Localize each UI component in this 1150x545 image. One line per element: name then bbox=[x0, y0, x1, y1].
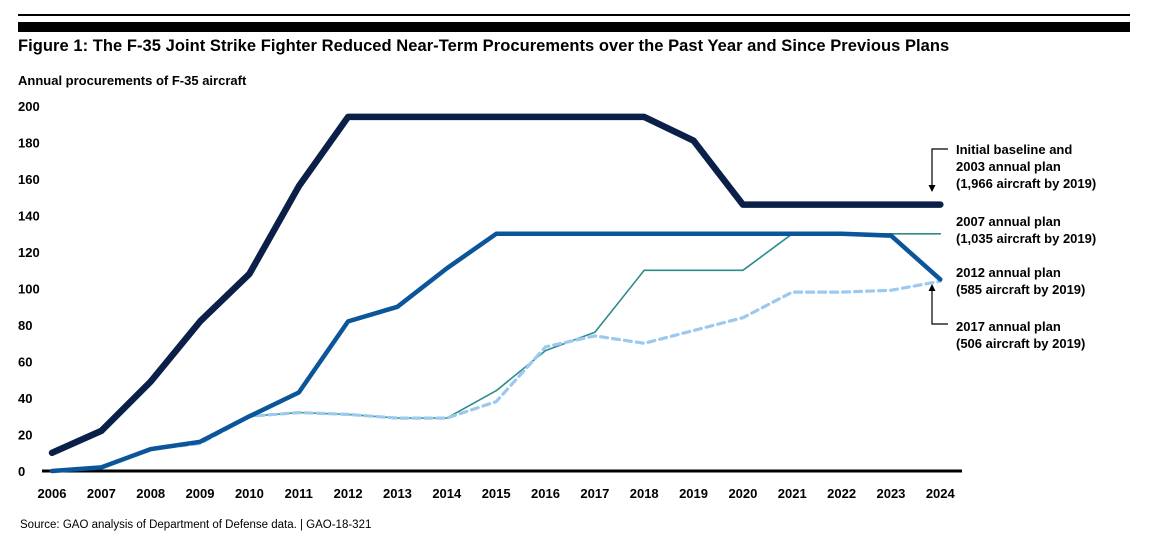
x-tick-label: 2012 bbox=[334, 486, 363, 501]
x-tick-label: 2018 bbox=[630, 486, 659, 501]
x-tick-label: 2020 bbox=[728, 486, 757, 501]
x-tick-label: 2011 bbox=[285, 486, 313, 501]
series-annotation-initial: Initial baseline and bbox=[956, 142, 1072, 157]
x-tick-label: 2021 bbox=[778, 486, 807, 501]
x-tick-label: 2014 bbox=[432, 486, 462, 501]
x-tick-label: 2013 bbox=[383, 486, 412, 501]
x-tick-label: 2007 bbox=[87, 486, 116, 501]
y-tick-label: 180 bbox=[18, 136, 40, 151]
series-line-initial bbox=[48, 113, 944, 457]
figure-title: Figure 1: The F-35 Joint Strike Fighter … bbox=[18, 37, 950, 55]
y-tick-label: 20 bbox=[18, 428, 32, 443]
y-tick-label: 80 bbox=[18, 318, 32, 333]
series-annotation-plan-2017: (506 aircraft by 2019) bbox=[956, 336, 1085, 351]
x-tick-label: 2015 bbox=[482, 486, 511, 501]
title-bar bbox=[18, 22, 1130, 32]
series-line-plan-2012 bbox=[49, 231, 943, 474]
series-annotation-initial: (1,966 aircraft by 2019) bbox=[956, 176, 1096, 191]
x-tick-label: 2019 bbox=[679, 486, 708, 501]
source-note: Source: GAO analysis of Department of De… bbox=[20, 519, 372, 531]
leader-arrowhead bbox=[928, 284, 936, 291]
x-tick-label: 2024 bbox=[926, 486, 956, 501]
y-tick-label: 0 bbox=[18, 464, 25, 479]
x-tick-label: 2017 bbox=[580, 486, 609, 501]
y-tick-label: 60 bbox=[18, 355, 32, 370]
y-tick-label: 100 bbox=[18, 282, 40, 297]
y-tick-label: 160 bbox=[18, 172, 40, 187]
x-tick-label: 2008 bbox=[136, 486, 165, 501]
y-tick-label: 200 bbox=[18, 99, 40, 114]
series-annotation-initial: 2003 annual plan bbox=[956, 159, 1061, 174]
series-line-plan-2007 bbox=[51, 233, 942, 472]
x-tick-label: 2010 bbox=[235, 486, 264, 501]
x-tick-label: 2006 bbox=[38, 486, 67, 501]
series-annotation-plan-2012: (585 aircraft by 2019) bbox=[956, 282, 1085, 297]
x-tick-label: 2016 bbox=[531, 486, 560, 501]
x-tick-label: 2009 bbox=[186, 486, 215, 501]
top-rule bbox=[18, 14, 1130, 16]
x-tick-label: 2023 bbox=[876, 486, 905, 501]
leader-line bbox=[931, 148, 948, 186]
series-annotation-plan-2007: 2007 annual plan bbox=[956, 214, 1061, 229]
leader-arrowhead bbox=[928, 185, 936, 192]
series-annotation-plan-2007: (1,035 aircraft by 2019) bbox=[956, 231, 1096, 246]
y-tick-label: 40 bbox=[18, 391, 32, 406]
leader-line bbox=[931, 290, 948, 325]
y-tick-label: 140 bbox=[18, 209, 40, 224]
series-annotation-plan-2012: 2012 annual plan bbox=[956, 265, 1061, 280]
y-tick-label: 120 bbox=[18, 245, 40, 260]
series-annotation-plan-2017: 2017 annual plan bbox=[956, 319, 1061, 334]
x-tick-label: 2022 bbox=[827, 486, 856, 501]
y-axis-label: Annual procurements of F-35 aircraft bbox=[18, 73, 247, 88]
